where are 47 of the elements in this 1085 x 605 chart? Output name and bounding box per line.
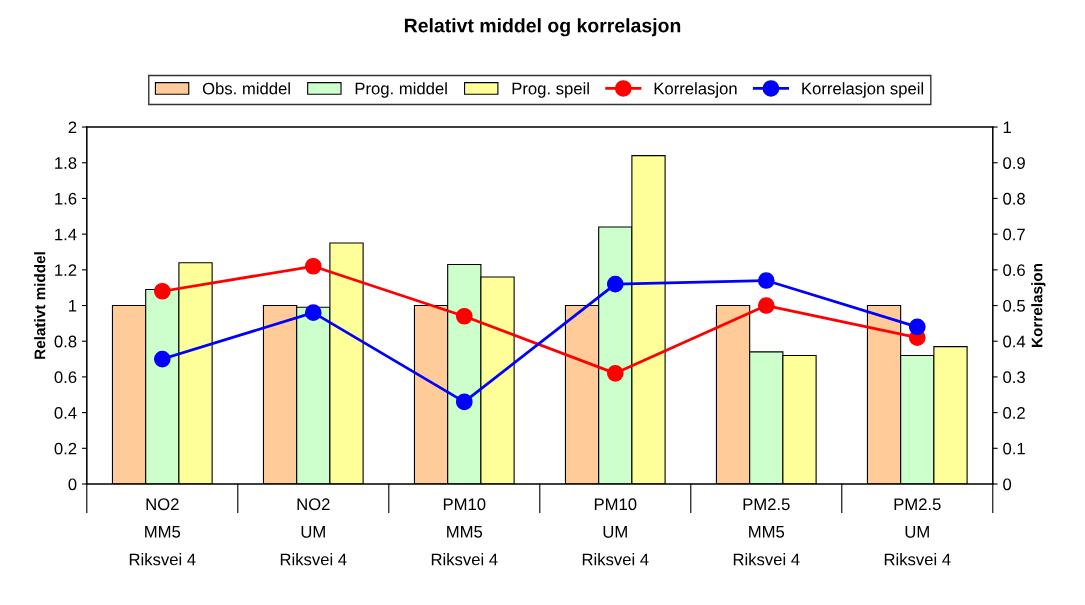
point bbox=[757, 272, 775, 289]
x-tick-label: PM10 MM5 Riksvei 4 bbox=[431, 498, 498, 566]
legend-label: Prog. middel bbox=[355, 82, 447, 98]
y2-tick-label: 1 bbox=[1003, 121, 1011, 134]
point bbox=[757, 297, 775, 314]
y2-tick-label: 0.5 bbox=[1003, 299, 1025, 312]
point bbox=[455, 393, 473, 411]
y-tick-label: 0 bbox=[68, 478, 77, 491]
legend-label: Korrelasjon speil bbox=[802, 82, 924, 98]
y-tick-label: 2 bbox=[68, 121, 77, 134]
x-tick-label: NO2 UM Riksvei 4 bbox=[280, 498, 347, 566]
point bbox=[606, 365, 624, 382]
legend-label: Obs. middel bbox=[202, 82, 290, 95]
y2-tick-label: 0.7 bbox=[1003, 228, 1025, 241]
y-tick-label: 0.6 bbox=[54, 371, 77, 384]
point bbox=[908, 318, 926, 336]
y2-tick-label: 0.4 bbox=[1003, 335, 1026, 348]
point bbox=[304, 257, 322, 275]
legend-label: Korrelasjon bbox=[654, 82, 737, 98]
x-tick-label: PM2.5 UM Riksvei 4 bbox=[884, 498, 951, 566]
y2-tick-label: 0.6 bbox=[1003, 264, 1025, 277]
y-tick-label: 0.4 bbox=[54, 407, 77, 419]
y-tick-label: 0.8 bbox=[54, 335, 77, 348]
y2-tick-label: 0.8 bbox=[1003, 192, 1025, 205]
point bbox=[455, 307, 473, 325]
y2-tick-label: 0.2 bbox=[1003, 407, 1025, 419]
point bbox=[153, 282, 171, 300]
y-tick-label: 1.2 bbox=[55, 264, 77, 276]
y2-tick-label: 0.1 bbox=[1003, 442, 1025, 455]
y2-axis-title: Korrelasjon bbox=[1031, 264, 1046, 347]
point bbox=[304, 304, 322, 321]
x-tick-label: PM2.5 MM5 Riksvei 4 bbox=[733, 498, 800, 566]
y2-tick-label: 0 bbox=[1003, 478, 1012, 491]
y2-tick-label: 0.9 bbox=[1003, 157, 1025, 169]
point bbox=[153, 350, 171, 368]
y-tick-label: 1.8 bbox=[55, 157, 77, 169]
point bbox=[606, 275, 624, 293]
y-tick-label: 1.4 bbox=[55, 228, 77, 241]
y2-tick-label: 0.3 bbox=[1003, 371, 1025, 384]
x-tick-label: PM10 UM Riksvei 4 bbox=[582, 498, 649, 566]
legend-label: Prog. speil bbox=[512, 82, 589, 98]
y-tick-label: 1.6 bbox=[55, 192, 77, 205]
y-axis-title: Relativt middel bbox=[34, 252, 46, 359]
chart-title: Relativt middel og korrelasjon bbox=[404, 18, 681, 37]
y-tick-label: 0.2 bbox=[54, 442, 77, 455]
y-tick-label: 1 bbox=[69, 300, 77, 312]
x-tick-label: NO2 MM5 Riksvei 4 bbox=[129, 498, 196, 566]
